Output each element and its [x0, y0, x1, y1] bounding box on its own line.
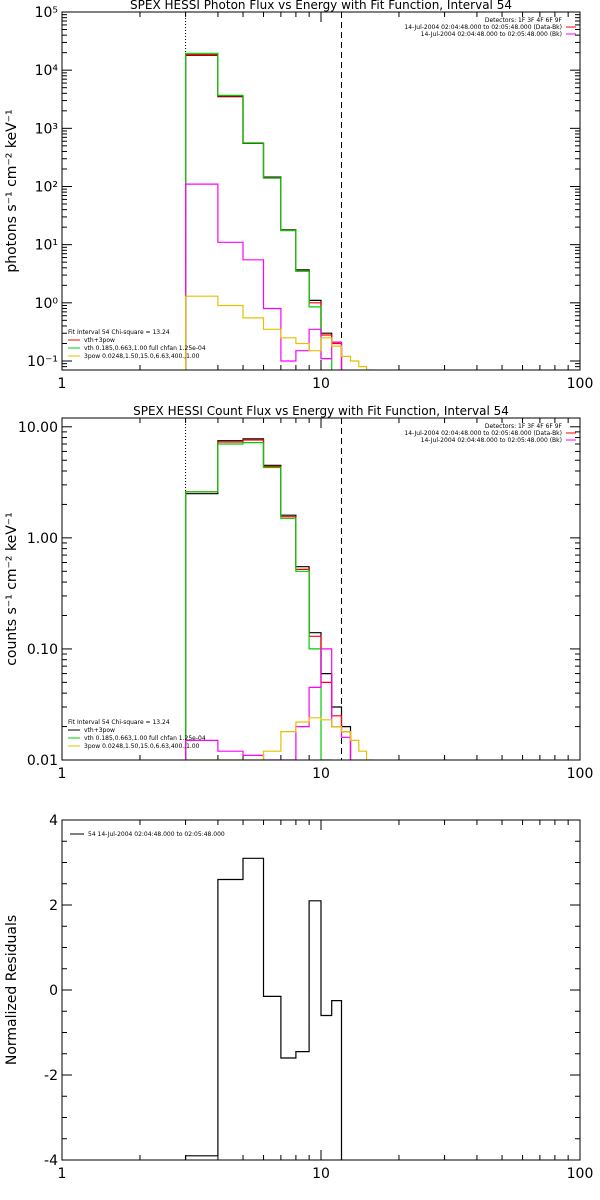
legend-top-text: Detectors: 1F 3F 4F 6F 9F — [485, 17, 563, 24]
series-1-line — [185, 438, 352, 760]
y-tick-label: 10⁵ — [35, 5, 58, 21]
fit-legend-text: vth 0.185,0.663,1.00 full chfan 1.25e-04 — [84, 345, 206, 352]
fit-legend-header: Fit Interval 54 Chi-square = 13.24 — [68, 329, 170, 336]
series-4-line — [185, 648, 352, 760]
y-tick-label: 2 — [49, 898, 58, 914]
legend-top-text: Detectors: 1F 3F 4F 6F 9F — [485, 423, 563, 430]
legend-top-text: 14-Jul-2004 02:04:48.000 to 02:05:48.000… — [404, 430, 562, 437]
y-tick-label: 10¹ — [35, 238, 58, 254]
plot-frame — [61, 819, 581, 1161]
series-1-line — [185, 857, 343, 1160]
series-3-line — [185, 52, 333, 370]
y-axis-label: photons s⁻¹ cm⁻² keV⁻¹ — [4, 109, 20, 272]
y-tick-label: -4 — [44, 1153, 58, 1169]
series-5-line — [185, 295, 374, 370]
panel-2: SPEX HESSI Count Flux vs Energy with Fit… — [4, 404, 593, 782]
fit-legend-text: vth 0.185,0.663,1.00 full chfan 1.25e-04 — [84, 735, 206, 742]
y-tick-label: 1.00 — [27, 531, 58, 547]
y-tick-label: 0.01 — [27, 753, 58, 769]
y-tick-label: 0 — [49, 983, 58, 999]
legend-text: 54 14-Jul-2004 02:04:48.000 to 02:05:48.… — [88, 831, 225, 838]
y-tick-label: 10² — [35, 179, 58, 195]
legend-top-text: 14-Jul-2004 02:04:48.000 to 02:05:48.000… — [421, 437, 562, 444]
fit-legend-text: vth+3pow — [84, 727, 115, 734]
legend-top-text: 14-Jul-2004 02:04:48.000 to 02:05:48.000… — [421, 31, 562, 38]
y-tick-label: 10⁴ — [35, 63, 59, 79]
x-tick-label: 10 — [312, 766, 330, 782]
x-tick-label: 1 — [58, 1166, 67, 1182]
fit-legend-text: vth+3pow — [84, 337, 115, 344]
chart-title: SPEX HESSI Count Flux vs Energy with Fit… — [133, 404, 509, 418]
legend-top-text: 14-Jul-2004 02:04:48.000 to 02:05:48.000… — [404, 24, 562, 31]
x-tick-label: 10 — [312, 376, 330, 392]
series-group — [185, 52, 374, 370]
x-tick-label: 100 — [567, 1166, 594, 1182]
y-axis-label: Normalized Residuals — [4, 915, 20, 1065]
plot-frame — [61, 417, 581, 761]
y-tick-label: 10³ — [35, 121, 58, 137]
series-1-line — [185, 54, 343, 370]
fit-legend-header: Fit Interval 54 Chi-square = 13.24 — [68, 719, 170, 726]
y-tick-label: 0.10 — [27, 642, 58, 658]
y-tick-label: 10.00 — [18, 420, 58, 436]
series-3-line — [185, 442, 332, 760]
series-5-line — [185, 717, 374, 760]
y-tick-label: 10⁰ — [35, 296, 59, 312]
series-group — [185, 857, 343, 1160]
x-tick-label: 100 — [567, 376, 594, 392]
chart-title: SPEX HESSI Photon Flux vs Energy with Fi… — [130, 0, 512, 12]
plot-frame — [61, 11, 581, 371]
fit-legend-text: 3pow 0.0248,1.50,15.0,6.63,400.,1.00 — [84, 743, 200, 750]
x-tick-label: 1 — [58, 376, 67, 392]
series-2-line — [185, 439, 352, 760]
series-4-line — [185, 183, 343, 370]
y-tick-label: -2 — [44, 1068, 58, 1084]
y-axis-label: counts s⁻¹ cm⁻² keV⁻¹ — [4, 512, 20, 666]
y-tick-label: 10⁻¹ — [27, 354, 58, 370]
panel-1: SPEX HESSI Photon Flux vs Energy with Fi… — [4, 0, 593, 392]
fit-legend-text: 3pow 0.0248,1.50,15.0,6.63,400.,1.00 — [84, 353, 200, 360]
series-group — [185, 438, 374, 760]
x-tick-label: 1 — [58, 766, 67, 782]
x-tick-label: 100 — [567, 766, 594, 782]
y-tick-label: 4 — [49, 813, 58, 829]
x-tick-label: 10 — [312, 1166, 330, 1182]
panel-3: Normalized Residuals 1 10 100 -4 -2 0 2 4 54 14-J… — [4, 813, 593, 1182]
